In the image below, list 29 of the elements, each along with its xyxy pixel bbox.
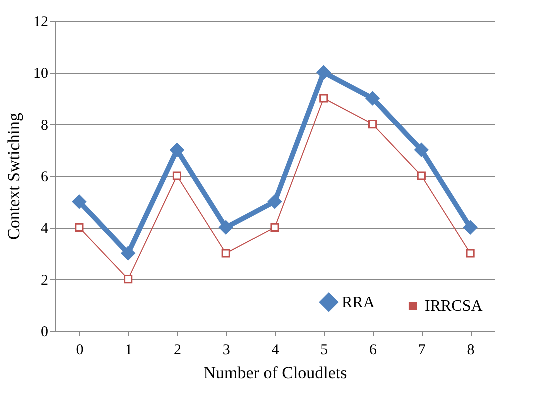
point bbox=[316, 66, 331, 80]
point bbox=[414, 143, 429, 158]
x-tick-label: 2 bbox=[174, 342, 182, 358]
y-tick-label: 2 bbox=[41, 272, 48, 289]
point bbox=[72, 194, 87, 209]
point bbox=[268, 194, 282, 209]
point bbox=[121, 246, 136, 261]
y-axis-title: Context Swtiching bbox=[4, 112, 24, 240]
y-tick-label: 4 bbox=[41, 221, 49, 238]
point bbox=[366, 91, 380, 106]
y-tick-label: 8 bbox=[41, 118, 48, 134]
legend-label: RRA bbox=[342, 294, 376, 312]
x-tick-label: 7 bbox=[418, 342, 426, 358]
legend-label: IRRCSA bbox=[425, 298, 484, 315]
point bbox=[170, 143, 184, 158]
point bbox=[219, 220, 234, 235]
x-tick-label: 3 bbox=[222, 342, 230, 358]
x-tick-label: 8 bbox=[467, 342, 475, 358]
y-tick-label: 0 bbox=[41, 324, 48, 340]
x-tick-label: 1 bbox=[125, 342, 133, 358]
y-tick-label: 6 bbox=[41, 170, 49, 186]
x-tick-label: 4 bbox=[272, 342, 280, 358]
y-tick-label: 10 bbox=[34, 66, 48, 82]
y-tick-label: 12 bbox=[34, 14, 48, 30]
x-tick-label: 0 bbox=[76, 342, 84, 358]
point bbox=[463, 220, 478, 235]
x-axis-title: Number of Cloudlets bbox=[204, 364, 348, 382]
x-tick-label: 6 bbox=[370, 342, 378, 358]
x-tick-label: 5 bbox=[320, 342, 328, 358]
